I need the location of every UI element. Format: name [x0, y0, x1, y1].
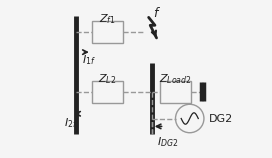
Text: $Z_{Load2}$: $Z_{Load2}$ — [159, 72, 192, 86]
Text: $I_{1f}$: $I_{1f}$ — [82, 53, 95, 67]
Text: $I_{DG2}$: $I_{DG2}$ — [157, 135, 178, 149]
Text: $I_{2f}$: $I_{2f}$ — [64, 116, 78, 130]
FancyBboxPatch shape — [92, 21, 123, 43]
Text: $Z_{f1}$: $Z_{f1}$ — [99, 12, 116, 26]
Text: $Z_{L2}$: $Z_{L2}$ — [98, 72, 117, 86]
FancyBboxPatch shape — [92, 81, 123, 103]
FancyBboxPatch shape — [160, 81, 191, 103]
Text: $f$: $f$ — [153, 6, 160, 20]
Text: DG2: DG2 — [209, 113, 233, 124]
